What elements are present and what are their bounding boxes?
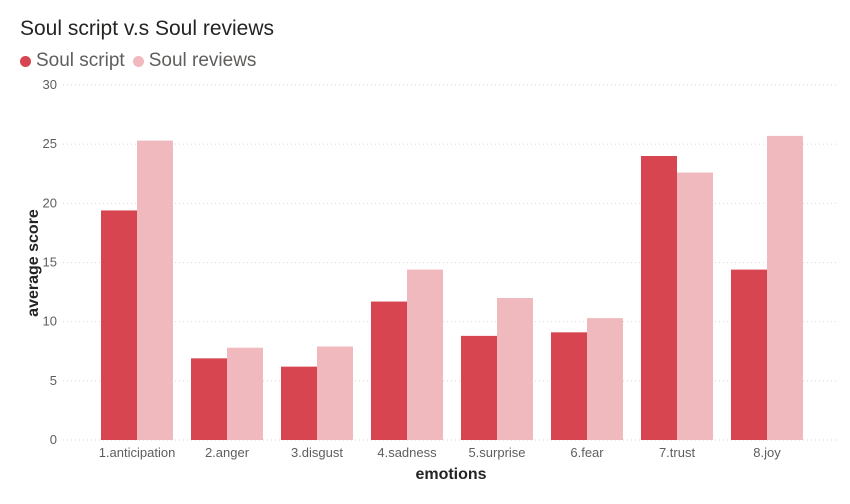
y-axis-label: average score [25,209,42,317]
x-tick-label: 3.disgust [291,445,343,460]
bar-soul-script-8[interactable] [731,269,767,440]
bar-soul-reviews-7[interactable] [677,172,713,441]
legend-item-series-2[interactable]: Soul reviews [132,50,257,72]
gridlines [63,84,838,441]
legend-marker-icon [20,55,31,67]
y-tick-label: 10 [43,314,57,329]
bar-soul-reviews-8[interactable] [767,135,803,440]
y-tick-label: 20 [43,195,57,210]
legend-marker-icon [132,55,144,67]
bar-soul-reviews-5[interactable] [497,298,533,440]
y-tick-label: 5 [50,373,57,388]
x-tick-label: 6.fear [570,445,604,460]
x-axis-label: emotions [415,466,486,483]
x-tick-label: 7.trust [659,445,696,460]
x-tick-label: 8.joy [753,445,781,460]
bar-soul-script-5[interactable] [461,335,497,440]
legend-item-series-1[interactable]: Soul script [20,50,125,72]
bar-soul-script-7[interactable] [641,156,677,440]
x-axis-ticks: 1.anticipation 2.anger 3.disgust 4.sadness 5… [99,445,782,460]
y-tick-label: 25 [43,136,57,151]
bar-soul-reviews-3[interactable] [317,346,353,440]
y-axis-ticks: 0 5 10 15 20 25 30 [43,77,57,447]
bar-soul-script-3[interactable] [281,366,317,440]
bar-soul-script-2[interactable] [191,358,227,440]
x-tick-label: 4.sadness [377,445,437,460]
bar-soul-reviews-6[interactable] [587,318,623,440]
y-tick-label: 30 [43,77,57,92]
legend: Soul script Soul reviews [20,50,264,72]
bar-soul-script-1[interactable] [101,210,137,440]
bar-soul-reviews-4[interactable] [407,269,443,440]
bar-soul-script-6[interactable] [551,332,587,440]
bar-soul-script-4[interactable] [371,301,407,440]
bars [101,135,803,441]
legend-label: Soul script [36,50,125,71]
bar-soul-reviews-1[interactable] [137,140,173,440]
chart-title: Soul script v.s Soul reviews [20,17,275,40]
x-tick-label: 5.surprise [468,445,525,460]
legend-label: Soul reviews [148,50,257,71]
y-tick-label: 15 [43,255,57,270]
x-tick-label: 1.anticipation [99,445,176,460]
y-tick-label: 0 [50,432,57,447]
bar-soul-reviews-2[interactable] [227,347,263,440]
x-tick-label: 2.anger [205,445,250,460]
